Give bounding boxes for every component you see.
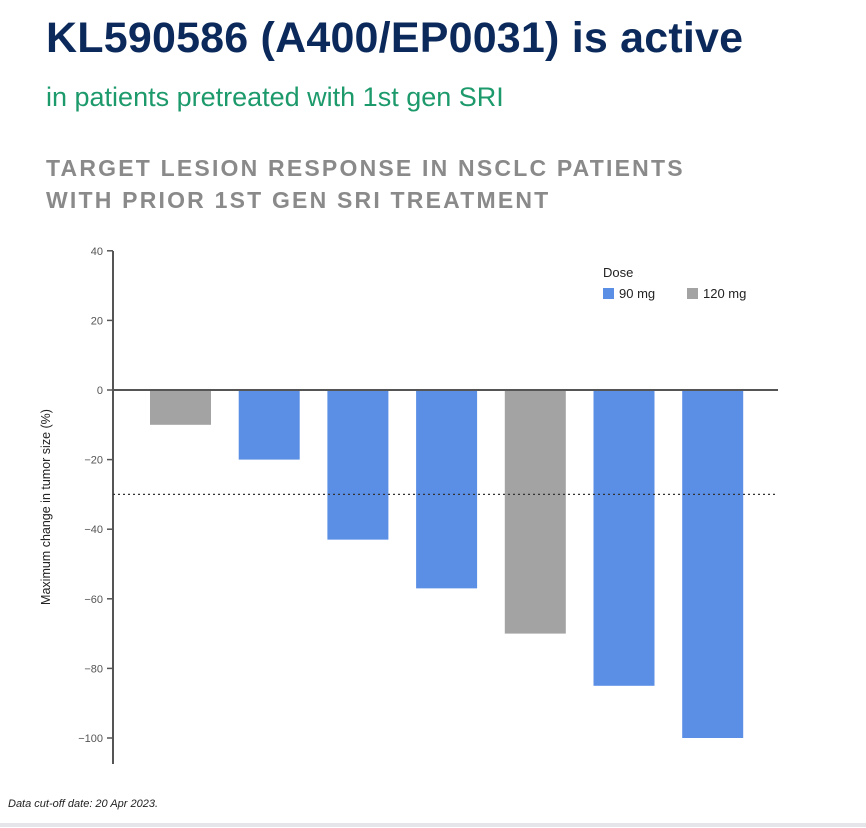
bar-5 <box>504 390 566 634</box>
legend-label-90mg: 90 mg <box>619 286 655 301</box>
data-cutoff-note: Data cut-off date: 20 Apr 2023. <box>8 798 159 810</box>
y-tick-label: −40 <box>84 524 103 536</box>
bar-6 <box>593 390 655 686</box>
y-tick-label: −60 <box>84 594 103 606</box>
bottom-divider <box>0 823 866 827</box>
chart-title: TARGET LESION RESPONSE IN NSCLC PATIENTS… <box>46 152 685 216</box>
y-tick-label: −100 <box>78 733 103 745</box>
legend-title: Dose <box>603 265 633 280</box>
bar-4 <box>416 390 478 589</box>
slide-subtitle: in patients pretreated with 1st gen SRI <box>46 82 504 112</box>
bar-7 <box>682 390 744 738</box>
chart-title-line-2: WITH PRIOR 1ST GEN SRI TREATMENT <box>46 187 551 213</box>
legend: Dose 90 mg 120 mg <box>603 265 746 301</box>
y-tick-label: −20 <box>84 455 103 467</box>
y-axis-label: Maximum change in tumor size (%) <box>39 409 53 605</box>
bar-3 <box>327 390 389 540</box>
y-tick-label: −80 <box>84 663 103 675</box>
y-tick-label: 0 <box>97 385 103 397</box>
chart-title-line-1: TARGET LESION RESPONSE IN NSCLC PATIENTS <box>46 155 685 181</box>
slide-title: KL590586 (A400/EP0031) is active <box>46 14 744 62</box>
bar-1 <box>150 390 211 425</box>
bar-2 <box>238 390 300 460</box>
y-tick-label: 20 <box>91 315 103 327</box>
legend-swatch-120mg <box>687 288 698 299</box>
y-tick-label: 40 <box>91 246 103 258</box>
legend-label-120mg: 120 mg <box>703 286 746 301</box>
legend-swatch-90mg <box>603 288 614 299</box>
